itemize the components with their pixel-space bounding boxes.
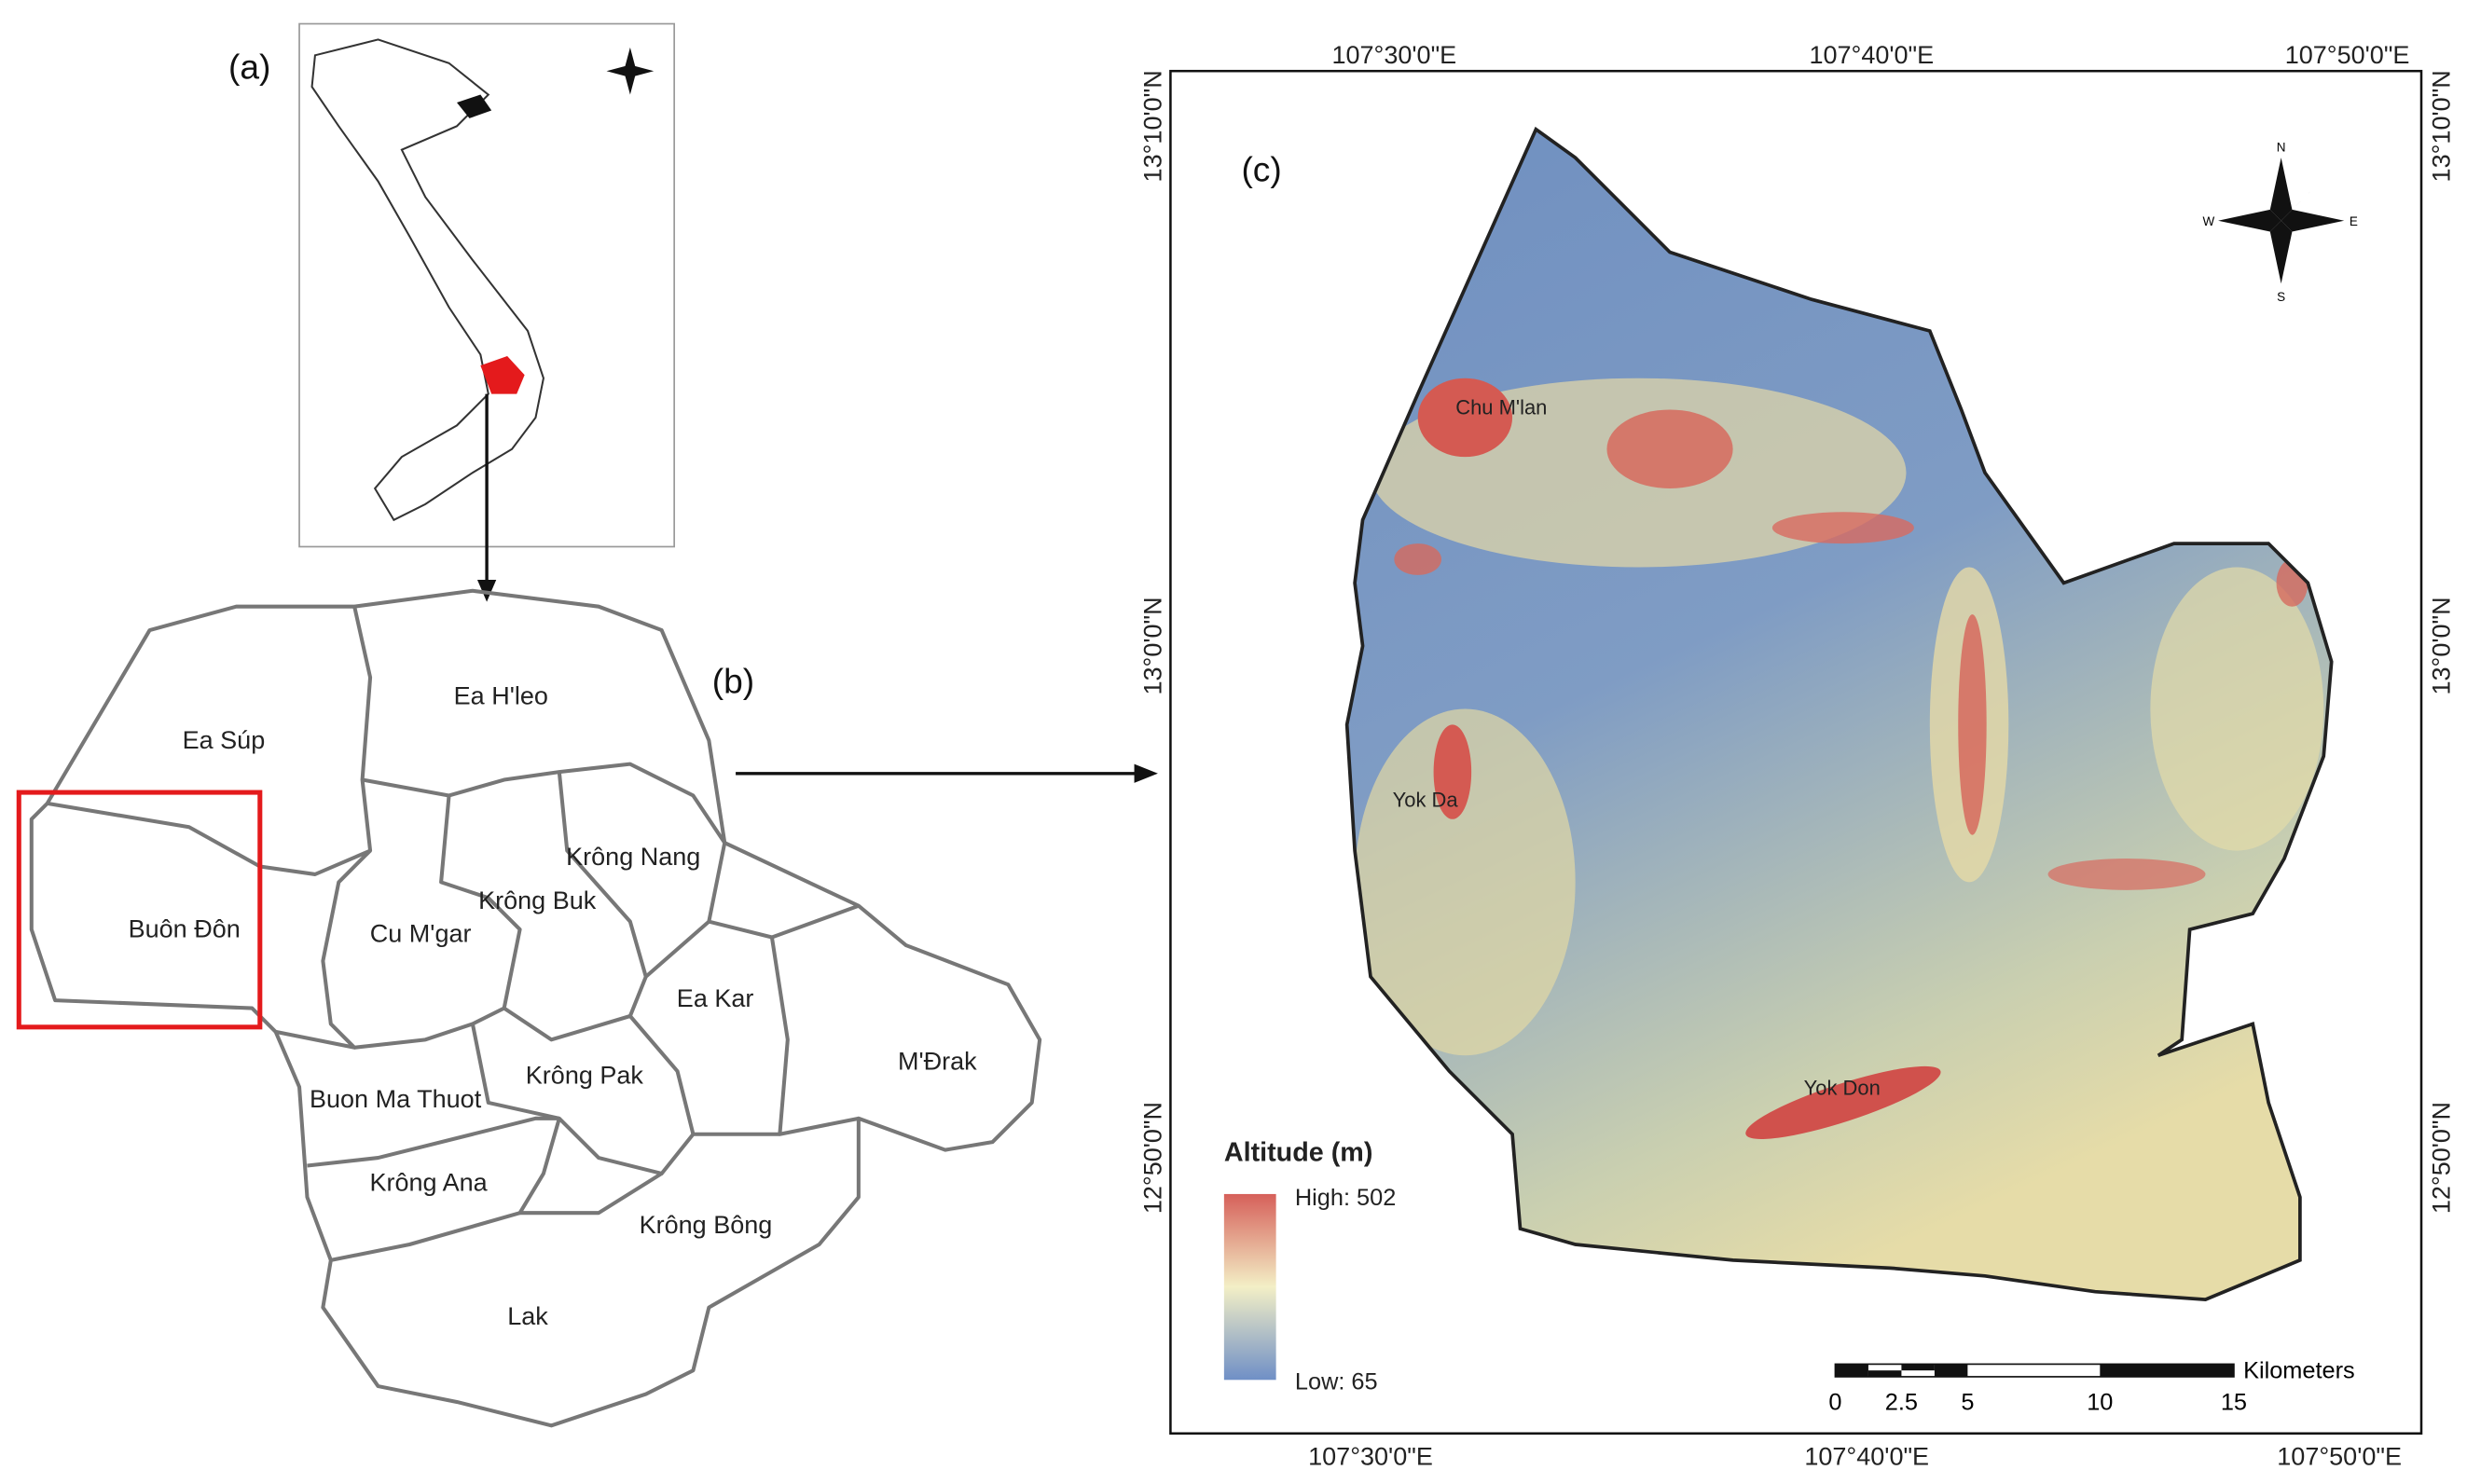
- coord-label: 107°30'0"E: [1308, 1443, 1433, 1471]
- coord-label: 12°50'0"N: [2427, 1102, 2455, 1214]
- place-label: Yok Don: [1804, 1076, 1881, 1099]
- coord-label: 13°10'0"N: [2427, 70, 2455, 182]
- study-area-box: [16, 790, 263, 1030]
- compass-label: S: [2277, 290, 2285, 304]
- coord-label: 13°0'0"N: [1138, 597, 1166, 694]
- scale-label: 15: [2221, 1389, 2247, 1415]
- coord-label: 12°50'0"N: [1138, 1102, 1166, 1214]
- compass-label: E: [2350, 214, 2358, 228]
- coord-label: 13°10'0"N: [1138, 70, 1166, 182]
- district-label: Lak: [507, 1302, 548, 1330]
- legend-title: Altitude (m): [1224, 1137, 1373, 1167]
- coord-label: 107°50'0"E: [2277, 1443, 2402, 1471]
- scale-label: 2.5: [1885, 1389, 1918, 1415]
- coord-label: 107°30'0"E: [1331, 41, 1456, 69]
- district-label: Ea Súp: [183, 726, 266, 754]
- coord-label: 107°40'0"E: [1809, 41, 1934, 69]
- scale-label: 10: [2087, 1389, 2113, 1415]
- district-label: Krông Ana: [369, 1169, 488, 1197]
- panel-label: (c): [1241, 149, 1281, 188]
- compass-label: W: [2203, 214, 2215, 228]
- district-label: Ea H'leo: [454, 681, 548, 709]
- hanoi-region: [457, 94, 492, 118]
- coord-label: 13°0'0"N: [2427, 597, 2455, 694]
- district-label: Cu M'gar: [370, 920, 472, 948]
- arrow-head: [1134, 763, 1158, 783]
- compass: N E S W: [2203, 140, 2358, 304]
- district-label: Krông Buk: [478, 886, 597, 914]
- legend-label: Low: 65: [1295, 1368, 1378, 1395]
- coord-label: 107°50'0"E: [2285, 41, 2410, 69]
- panel-label: (b): [712, 662, 754, 701]
- legend: Altitude (m) High: 502 Low: 65: [1223, 1137, 1396, 1395]
- district-label: M'Đrak: [898, 1047, 977, 1075]
- study-area-boundary: [1344, 126, 2334, 1302]
- scale-bar: 0 2.5 5 10 15 Kilometers: [1828, 1358, 2354, 1416]
- inset-compass: [606, 47, 655, 95]
- compass-label: N: [2277, 140, 2286, 154]
- district-label: Krông Pak: [526, 1062, 644, 1090]
- district-label: Buon Ma Thuot: [310, 1085, 482, 1113]
- district-label: Ea Kar: [677, 984, 754, 1012]
- elevation-surface: [1346, 129, 2332, 1300]
- legend-ramp: [1223, 1193, 1276, 1381]
- scale-label: 5: [1961, 1389, 1974, 1415]
- district-map: [29, 588, 1042, 1428]
- panel-label: (a): [228, 48, 270, 87]
- scale-label: 0: [1828, 1389, 1841, 1415]
- place-label: Chu M'lan: [1455, 396, 1547, 419]
- scale-unit: Kilometers: [2243, 1358, 2355, 1384]
- coord-label: 107°40'0"E: [1804, 1443, 1929, 1471]
- district-label: Krông Bông: [640, 1211, 773, 1239]
- legend-label: High: 502: [1295, 1185, 1396, 1211]
- place-label: Yok Da: [1393, 788, 1459, 811]
- district-labels: Ea Súp Ea H'leo Buôn Đôn Cu M'gar Krông …: [129, 681, 978, 1330]
- dak-lak-highlight: [480, 356, 525, 394]
- district-label: Krông Nang: [566, 843, 700, 871]
- coordinate-labels: 107°30'0"E 107°40'0"E 107°50'0"E 107°30'…: [1138, 41, 2455, 1471]
- district-label: Buôn Đôn: [129, 915, 241, 943]
